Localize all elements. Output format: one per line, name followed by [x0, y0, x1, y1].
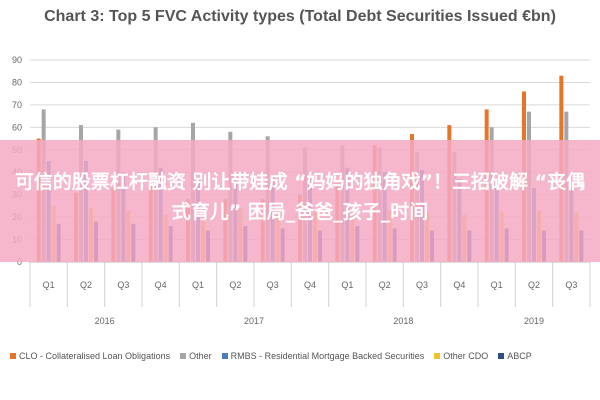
overlay-banner-text: 可信的股票杠杆融资 别让带娃成 “妈妈的独角戏”！三招破解 “丧偶式育儿” 困局… — [14, 171, 586, 223]
y-tick-label: 80 — [12, 77, 22, 87]
legend-swatch-rmbs — [221, 353, 228, 359]
legend-item-other: Other — [180, 351, 212, 361]
legend-swatch-clo — [10, 353, 16, 359]
x-tick-label: Q2 — [80, 280, 92, 290]
legend-swatch-other — [180, 353, 187, 359]
y-tick-label: 70 — [12, 100, 22, 110]
x-tick-label: Q2 — [379, 280, 391, 290]
x-tick-label: Q4 — [453, 280, 465, 290]
legend-item-other-cdo: Other CDO — [434, 351, 488, 361]
legend-item-abcp: ABCP — [498, 351, 532, 361]
x-tick-label: Q4 — [304, 280, 316, 290]
x-tick-label: Q3 — [565, 280, 577, 290]
x-tick-label: Q1 — [43, 280, 55, 290]
year-group-label: 2018 — [393, 316, 413, 326]
legend-swatch-abcp — [498, 353, 505, 359]
x-tick-label: Q3 — [267, 280, 279, 290]
chart-legend: CLO - Collateralised Loan Obligations Ot… — [10, 351, 596, 361]
legend-label-clo: CLO - Collateralised Loan Obligations — [19, 351, 171, 361]
x-tick-label: Q1 — [341, 280, 353, 290]
year-group-label: 2017 — [244, 316, 264, 326]
legend-label-rmbs: RMBS - Residential Mortgage Backed Secur… — [230, 351, 425, 361]
y-tick-label: 60 — [12, 122, 22, 132]
year-group-label: 2016 — [95, 316, 115, 326]
x-tick-label: Q4 — [155, 280, 167, 290]
x-tick-label: Q3 — [117, 280, 129, 290]
legend-label-abcp: ABCP — [507, 351, 532, 361]
chart-title: Chart 3: Top 5 FVC Activity types (Total… — [44, 8, 556, 25]
legend-item-clo: CLO - Collateralised Loan Obligations — [10, 351, 170, 361]
x-tick-label: Q1 — [491, 280, 503, 290]
y-tick-label: 0 — [17, 257, 22, 267]
x-tick-label: Q1 — [192, 280, 204, 290]
y-tick-label: 90 — [12, 55, 22, 65]
legend-label-other-cdo: Other CDO — [443, 351, 489, 361]
legend-item-rmbs: RMBS - Residential Mortgage Backed Secur… — [221, 351, 425, 361]
legend-label-other: Other — [189, 351, 212, 361]
legend-swatch-other-cdo — [434, 353, 441, 359]
x-tick-label: Q2 — [528, 280, 540, 290]
x-tick-label: Q2 — [229, 280, 241, 290]
overlay-banner — [0, 140, 600, 262]
x-tick-label: Q3 — [416, 280, 428, 290]
year-group-label: 2019 — [524, 316, 544, 326]
